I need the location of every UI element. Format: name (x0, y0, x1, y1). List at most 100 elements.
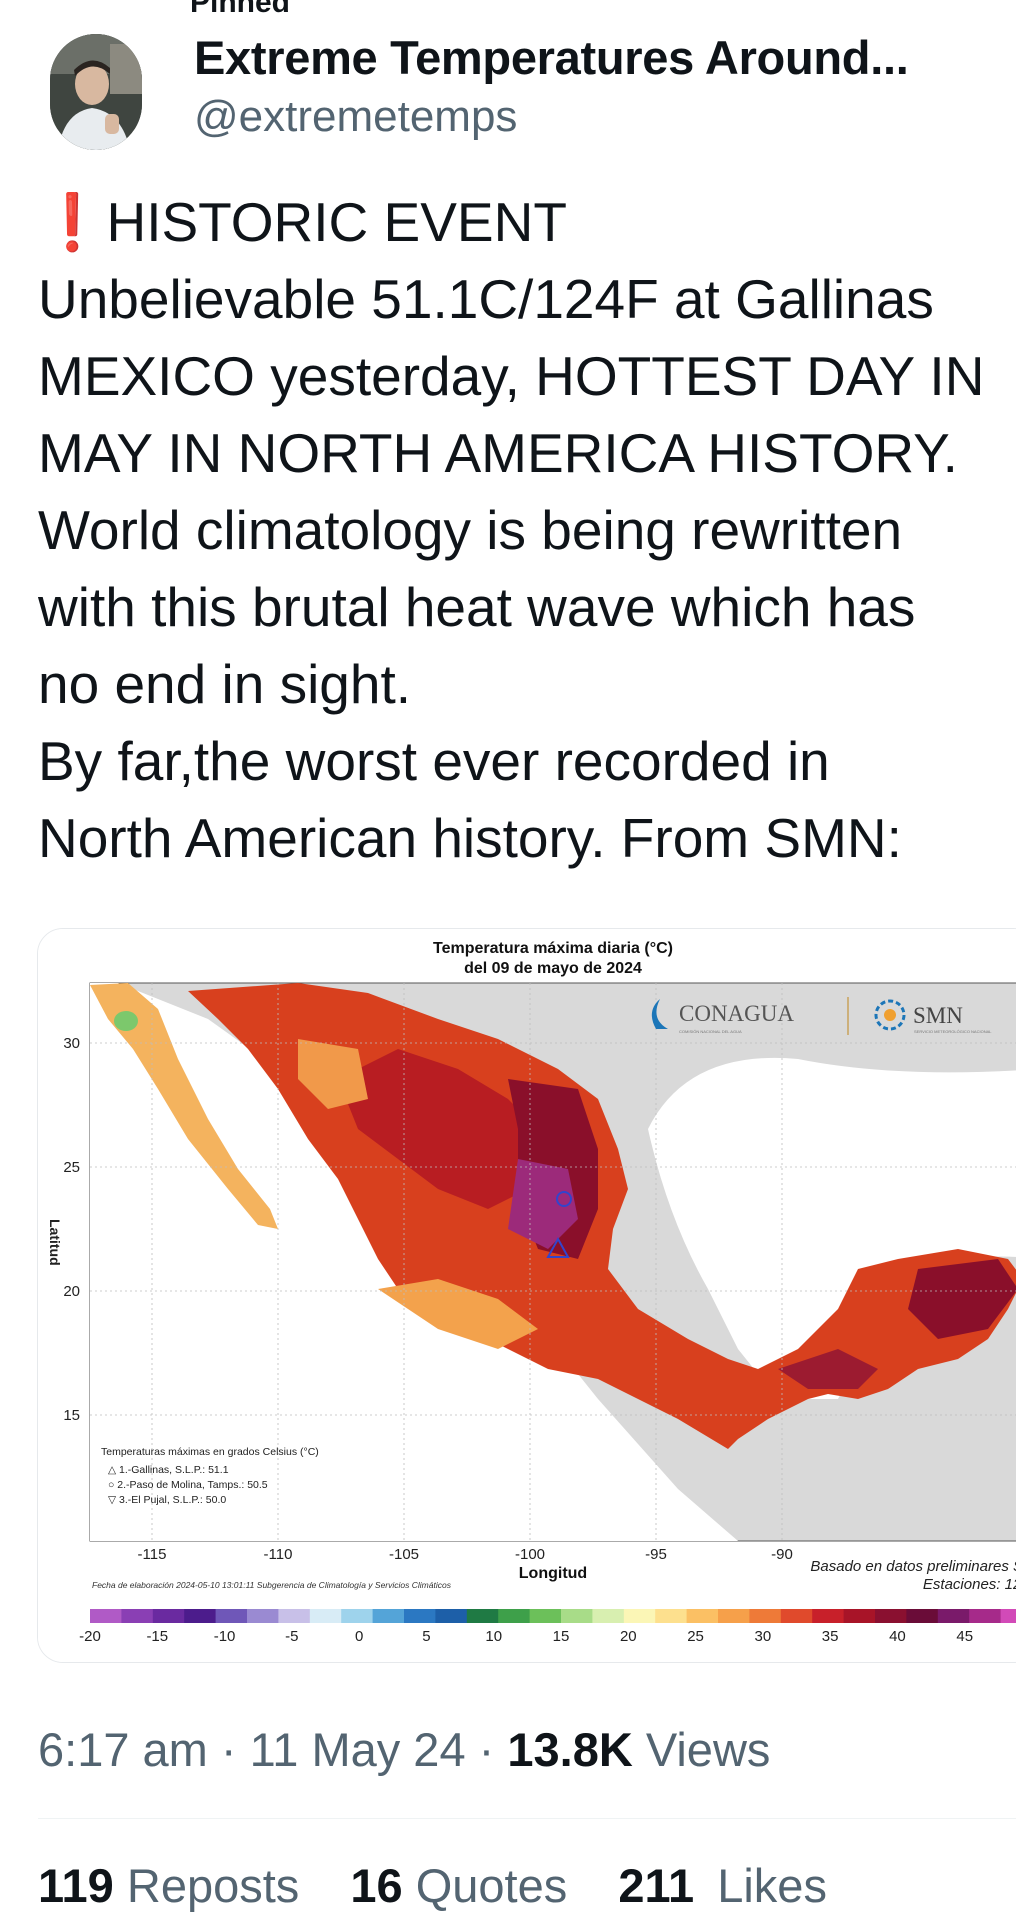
lat-tick: 15 (63, 1407, 80, 1424)
longitude-axis-label: Longitud (519, 1565, 587, 1582)
colorbar-label: 0 (355, 1628, 363, 1645)
tweet-text: ❗HISTORIC EVENT Unbelievable 51.1C/124F … (38, 184, 1016, 877)
colorbar-labels: -20-15-10-505101520253035404550 (79, 1628, 973, 1645)
display-name[interactable]: Extreme Temperatures Around... (194, 31, 909, 84)
user-handle[interactable]: @extremetemps (194, 92, 518, 141)
map-subtitle: del 09 de mayo de 2024 (464, 960, 642, 977)
lon-tick: -115 (138, 1546, 167, 1563)
stations-count: Estaciones: 1260 (923, 1576, 1016, 1593)
avatar[interactable] (50, 34, 142, 150)
latitude-ticks: 30 25 20 15 (63, 1035, 80, 1424)
colorbar-swatch (90, 1609, 122, 1623)
gulf-of-california (178, 1009, 300, 1229)
smn-logo: SMN SERVICIO METEOROLÓGICO NACIONAL (874, 999, 992, 1034)
map-gridlines (90, 983, 1016, 1541)
station-legend-title: Temperaturas máximas en grados Celsius (… (101, 1446, 319, 1458)
colorbar-swatch (466, 1609, 499, 1623)
colorbar-swatch (529, 1609, 562, 1623)
colorbar-swatch (372, 1609, 405, 1623)
elaboration-date: Fecha de elaboración 2024-05-10 13:01:11… (92, 1580, 452, 1590)
colorbar-swatch (780, 1609, 813, 1623)
latitude-axis-label: Latitud (47, 1219, 63, 1266)
tweet-time[interactable]: 6:17 am (38, 1723, 208, 1776)
svg-text:SERVICIO METEOROLÓGICO NACIONA: SERVICIO METEOROLÓGICO NACIONAL (914, 1029, 992, 1034)
station-legend-item: ○ 2.-Paso de Molina, Tamps.: 50.5 (108, 1479, 268, 1491)
temperature-colorbar (90, 1609, 1016, 1623)
colorbar-swatch (435, 1609, 468, 1623)
lat-tick: 25 (63, 1159, 80, 1176)
colorbar-swatch (937, 1609, 970, 1623)
colorbar-label: 10 (485, 1628, 502, 1645)
avatar-photo (50, 34, 142, 150)
likes-stat[interactable]: 211 Likes (618, 1859, 827, 1912)
tweet-media-image[interactable]: Temperatura máxima diaria (°C) del 09 de… (37, 928, 1016, 1663)
colorbar-swatch (184, 1609, 217, 1623)
colorbar-swatch (1000, 1609, 1016, 1623)
exclamation-icon: ❗ (38, 191, 107, 253)
colorbar-swatch (969, 1609, 1002, 1623)
colorbar-swatch (623, 1609, 656, 1623)
colorbar-swatch (592, 1609, 625, 1623)
colorbar-label: 5 (422, 1628, 430, 1645)
station-legend-item: △ 1.-Gallinas, S.L.P.: 51.1 (108, 1464, 229, 1476)
lat-tick: 20 (63, 1283, 80, 1300)
colorbar-label: -20 (79, 1628, 101, 1645)
svg-text:CONAGUA: CONAGUA (679, 1001, 794, 1026)
colorbar-swatch (875, 1609, 907, 1623)
views-label: Views (645, 1723, 771, 1776)
quotes-stat[interactable]: 16 Quotes (350, 1859, 568, 1912)
lon-tick: -95 (645, 1546, 667, 1563)
colorbar-swatch (121, 1609, 154, 1623)
colorbar-swatch (247, 1609, 279, 1623)
tweet-line-2: Unbelievable 51.1C/124F at Gallinas (38, 268, 934, 330)
colorbar-label: -15 (146, 1628, 168, 1645)
svg-text:SMN: SMN (913, 1003, 963, 1028)
colorbar-swatch (309, 1609, 342, 1623)
divider (38, 1818, 1016, 1819)
colorbar-label: -10 (214, 1628, 236, 1645)
colorbar-label: 20 (620, 1628, 637, 1645)
lon-tick: -100 (515, 1546, 545, 1563)
colorbar-swatch (749, 1609, 782, 1623)
colorbar-swatch (215, 1609, 248, 1623)
svg-text:COMISIÓN NACIONAL DEL AGUA: COMISIÓN NACIONAL DEL AGUA (679, 1029, 742, 1034)
station-legend: Temperaturas máximas en grados Celsius (… (101, 1446, 319, 1506)
tweet-line-7: no end in sight. (38, 653, 412, 715)
colorbar-swatch (655, 1609, 688, 1623)
longitude-ticks: -115 -110 -105 -100 -95 -90 (138, 1546, 793, 1563)
tweet-line-6: with this brutal heat wave which has (38, 576, 916, 638)
data-source-note: Basado en datos preliminares SIH (810, 1558, 1016, 1575)
colorbar-swatch (498, 1609, 531, 1623)
colorbar-label: -5 (285, 1628, 298, 1645)
pinned-label: Pinned (190, 0, 291, 19)
tweet-date[interactable]: 11 May 24 (249, 1723, 466, 1776)
baja-california (90, 983, 278, 1229)
reposts-stat[interactable]: 119 Reposts (38, 1859, 300, 1912)
views-count: 13.8K (507, 1723, 633, 1776)
tweet-line-5: World climatology is being rewritten (38, 499, 903, 561)
engagement-stats: 119 Reposts 16 Quotes 211 Likes (38, 1858, 865, 1913)
colorbar-label: 45 (956, 1628, 973, 1645)
gulf-of-mexico (648, 1057, 1016, 1399)
colorbar-label: 35 (822, 1628, 839, 1645)
tweet-line-8: By far,the worst ever recorded in (38, 730, 830, 792)
station-legend-item: ▽ 3.-El Pujal, S.L.P.: 50.0 (108, 1494, 226, 1506)
lon-tick: -110 (264, 1546, 293, 1563)
colorbar-swatch (718, 1609, 750, 1623)
meta-separator: · (220, 1723, 237, 1776)
colorbar-swatch (152, 1609, 185, 1623)
tweet-meta: 6:17 am · 11 May 24 · 13.8K Views (38, 1722, 770, 1777)
tweet-line-9: North American history. From SMN: (38, 807, 902, 869)
lat-tick: 30 (63, 1035, 80, 1052)
colorbar-swatch (278, 1609, 311, 1623)
colorbar-swatch (843, 1609, 876, 1623)
map-title: Temperatura máxima diaria (°C) (433, 940, 673, 957)
lon-tick: -90 (771, 1546, 793, 1563)
colorbar-swatch (812, 1609, 845, 1623)
tweet-line-1: ❗HISTORIC EVENT (38, 191, 567, 253)
colorbar-swatch (906, 1609, 939, 1623)
tweet-line-4: MAY IN NORTH AMERICA HISTORY. (38, 422, 958, 484)
colorbar-swatch (341, 1609, 374, 1623)
conagua-logo: CONAGUA COMISIÓN NACIONAL DEL AGUA (651, 997, 849, 1035)
colorbar-label: 25 (687, 1628, 704, 1645)
